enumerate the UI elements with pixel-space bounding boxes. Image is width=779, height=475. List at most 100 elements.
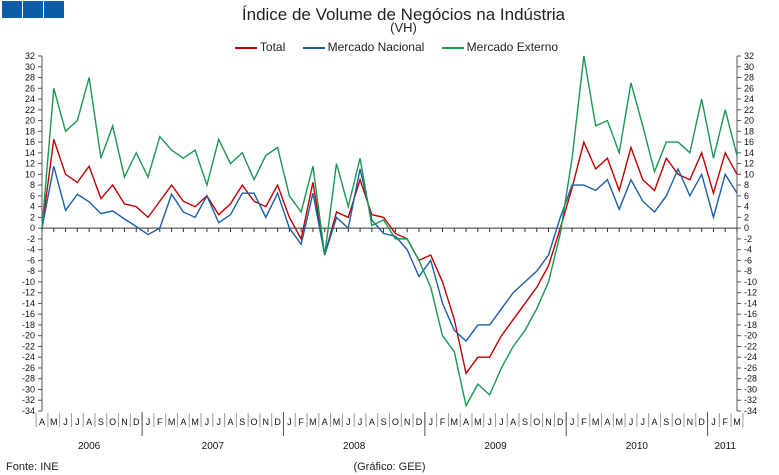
svg-text:N: N: [687, 417, 694, 427]
svg-text:J: J: [711, 417, 716, 427]
svg-text:2006: 2006: [78, 441, 101, 452]
svg-text:-26: -26: [744, 363, 757, 373]
svg-text:O: O: [251, 417, 258, 427]
svg-text:-18: -18: [744, 320, 757, 330]
svg-text:D: D: [274, 417, 281, 427]
svg-text:-20: -20: [744, 331, 757, 341]
svg-text:32: 32: [744, 51, 754, 61]
svg-text:26: 26: [744, 83, 754, 93]
svg-text:M: M: [474, 417, 482, 427]
svg-text:J: J: [346, 417, 351, 427]
svg-text:28: 28: [25, 73, 35, 83]
svg-text:-18: -18: [22, 320, 35, 330]
svg-text:-2: -2: [27, 234, 35, 244]
svg-text:A: A: [39, 417, 45, 427]
svg-text:10: 10: [25, 169, 35, 179]
svg-text:O: O: [675, 417, 682, 427]
svg-text:M: M: [191, 417, 199, 427]
svg-text:30: 30: [744, 62, 754, 72]
svg-text:10: 10: [744, 169, 754, 179]
svg-text:20: 20: [25, 116, 35, 126]
svg-text:12: 12: [25, 159, 35, 169]
svg-text:-22: -22: [744, 342, 757, 352]
svg-text:-20: -20: [22, 331, 35, 341]
svg-text:-16: -16: [744, 309, 757, 319]
svg-text:-34: -34: [22, 406, 35, 416]
svg-text:O: O: [533, 417, 540, 427]
svg-text:J: J: [358, 417, 363, 427]
svg-text:F: F: [298, 417, 304, 427]
svg-text:-26: -26: [22, 363, 35, 373]
svg-text:A: A: [227, 417, 233, 427]
svg-text:14: 14: [25, 148, 35, 158]
svg-text:A: A: [463, 417, 469, 427]
svg-text:0: 0: [744, 223, 749, 233]
svg-text:-4: -4: [27, 245, 35, 255]
svg-text:18: 18: [25, 126, 35, 136]
svg-text:N: N: [404, 417, 411, 427]
svg-text:D: D: [557, 417, 564, 427]
svg-text:2007: 2007: [202, 441, 225, 452]
svg-text:28: 28: [744, 73, 754, 83]
svg-text:N: N: [545, 417, 552, 427]
svg-text:0: 0: [30, 223, 35, 233]
svg-text:A: A: [322, 417, 328, 427]
svg-text:2011: 2011: [714, 441, 736, 452]
svg-text:-2: -2: [744, 234, 752, 244]
svg-text:-28: -28: [22, 374, 35, 384]
svg-text:-12: -12: [744, 288, 757, 298]
svg-text:26: 26: [25, 83, 35, 93]
svg-text:D: D: [698, 417, 705, 427]
svg-text:22: 22: [744, 105, 754, 115]
svg-text:16: 16: [25, 137, 35, 147]
svg-text:4: 4: [744, 202, 749, 212]
svg-text:S: S: [239, 417, 245, 427]
svg-text:-4: -4: [744, 245, 752, 255]
svg-text:6: 6: [744, 191, 749, 201]
svg-text:D: D: [133, 417, 140, 427]
svg-text:-16: -16: [22, 309, 35, 319]
svg-text:22: 22: [25, 105, 35, 115]
svg-text:20: 20: [744, 116, 754, 126]
svg-text:2010: 2010: [626, 441, 649, 452]
svg-text:M: M: [592, 417, 600, 427]
svg-text:-32: -32: [744, 395, 757, 405]
svg-text:16: 16: [744, 137, 754, 147]
svg-text:A: A: [604, 417, 610, 427]
svg-text:M: M: [451, 417, 459, 427]
svg-text:S: S: [522, 417, 528, 427]
svg-text:N: N: [263, 417, 270, 427]
svg-text:M: M: [333, 417, 341, 427]
svg-text:A: A: [86, 417, 92, 427]
svg-text:J: J: [570, 417, 575, 427]
svg-text:M: M: [309, 417, 317, 427]
svg-text:J: J: [641, 417, 646, 427]
svg-text:-24: -24: [22, 352, 35, 362]
svg-text:2008: 2008: [343, 441, 366, 452]
svg-text:-12: -12: [22, 288, 35, 298]
svg-text:J: J: [146, 417, 151, 427]
svg-text:A: A: [180, 417, 186, 427]
svg-text:-14: -14: [22, 298, 35, 308]
svg-text:-28: -28: [744, 374, 757, 384]
svg-text:12: 12: [744, 159, 754, 169]
svg-text:24: 24: [25, 94, 35, 104]
svg-text:A: A: [652, 417, 658, 427]
svg-text:8: 8: [744, 180, 749, 190]
svg-text:2009: 2009: [484, 441, 507, 452]
svg-text:J: J: [63, 417, 68, 427]
svg-text:J: J: [205, 417, 210, 427]
svg-text:S: S: [98, 417, 104, 427]
svg-text:2: 2: [744, 212, 749, 222]
svg-text:-8: -8: [744, 266, 752, 276]
svg-text:J: J: [487, 417, 492, 427]
svg-text:-10: -10: [744, 277, 757, 287]
svg-text:M: M: [615, 417, 623, 427]
svg-text:D: D: [416, 417, 423, 427]
svg-text:J: J: [428, 417, 433, 427]
svg-text:A: A: [369, 417, 375, 427]
svg-text:-14: -14: [744, 298, 757, 308]
svg-text:-6: -6: [27, 255, 35, 265]
svg-text:N: N: [121, 417, 128, 427]
svg-text:30: 30: [25, 62, 35, 72]
